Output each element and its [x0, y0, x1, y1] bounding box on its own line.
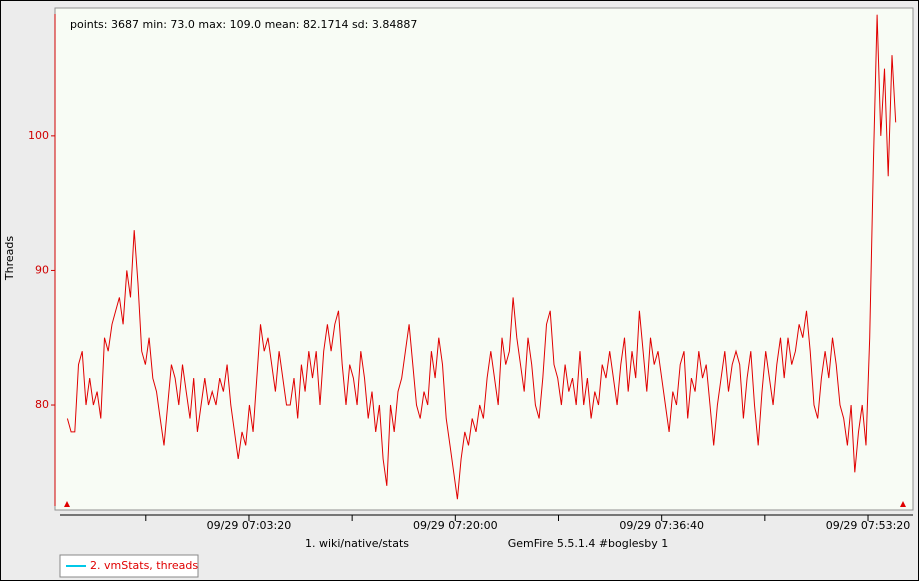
stats-text: points: 3687 min: 73.0 max: 109.0 mean: … — [70, 18, 417, 31]
legend — [59, 554, 199, 578]
y-tick-label: 100 — [28, 129, 49, 142]
plot-area — [54, 7, 914, 511]
x-tick-label: 09/29 07:20:00 — [413, 519, 498, 532]
marker — [64, 501, 70, 507]
x-tick-label: 09/29 07:53:20 — [826, 519, 911, 532]
marker — [900, 501, 906, 507]
y-tick-label: 80 — [35, 398, 49, 411]
y-tick-label: 90 — [35, 263, 49, 276]
x-label-left: 1. wiki/native/stats — [305, 537, 409, 550]
x-tick-label: 09/29 07:03:20 — [207, 519, 292, 532]
series-line — [66, 14, 897, 500]
y-axis-label: Threads — [3, 236, 16, 281]
x-tick-label: 09/29 07:36:40 — [619, 519, 704, 532]
x-label-right: GemFire 5.5.1.4 #boglesby 1 — [508, 537, 669, 550]
legend-label: 2. vmStats, threads — [90, 559, 198, 572]
